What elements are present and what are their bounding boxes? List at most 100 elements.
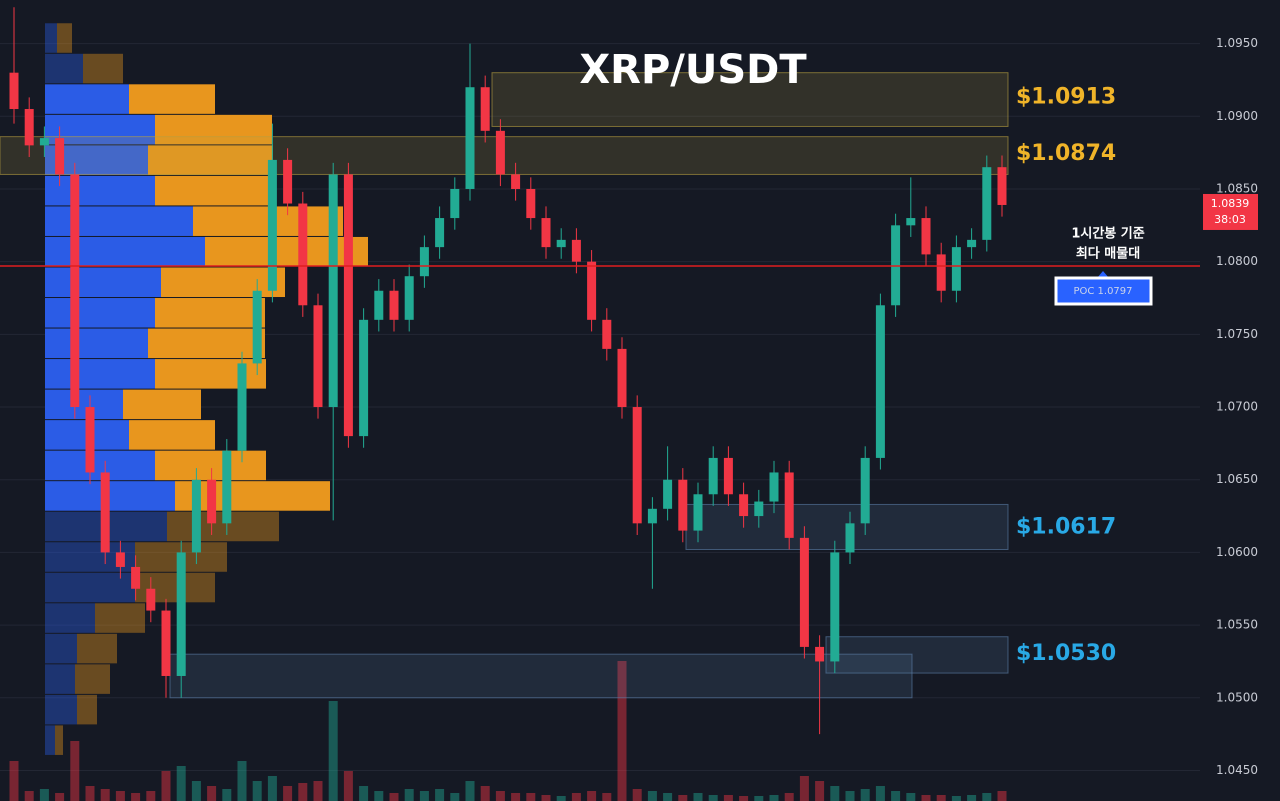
profile-buy [45,53,83,84]
volume-bar [252,781,262,801]
candle-body [708,457,718,495]
profile-sell [77,633,117,664]
volume-bar [115,791,125,801]
volume-bar [571,793,581,801]
y-tick-label: 1.0450 [1216,763,1258,777]
profile-sell [155,359,266,389]
profile-buy [45,664,75,694]
poc-label: POC 1.0797 [1073,286,1132,297]
volume-bar [85,786,95,801]
candle-body [359,319,369,437]
volume-bar [875,786,885,801]
y-tick-label: 1.0950 [1216,36,1258,50]
candle-body [100,472,110,553]
volume-bar [207,786,217,801]
zone-label: $1.0913 [1016,84,1116,109]
profile-sell [77,694,97,725]
volume-bar [693,793,703,801]
volume-bar [663,793,673,801]
profile-sell [148,145,273,175]
profile-buy [45,267,161,298]
zone [169,653,913,699]
candle-body [115,552,125,567]
volume-bar [24,791,34,801]
candle-body [495,130,505,175]
candle-body [967,239,977,248]
candle-body [526,188,536,219]
candle-body [617,348,627,408]
volume-bar [799,776,809,801]
volume-bar [739,796,749,801]
volume-bar [100,789,110,801]
y-tick-label: 1.0500 [1216,690,1258,704]
candle-body [723,457,733,495]
profile-buy [45,450,155,481]
annotation: 1시간봉 기준 [1071,226,1144,242]
candle-body [511,174,521,189]
zone-label: $1.0874 [1016,141,1116,166]
volume-bar [191,781,201,801]
candle-body [374,290,384,320]
candle-body [587,261,597,320]
candle-body [845,523,855,553]
y-tick-label: 1.0700 [1216,400,1258,414]
volume-bar [343,771,353,801]
candle-body [556,239,566,248]
countdown: 38:03 [1214,213,1246,226]
candle-body [450,188,460,219]
candle-body [678,479,688,531]
y-tick-label: 1.0750 [1216,327,1258,341]
annotation: 최다 매물대 [1076,246,1140,262]
volume-bar [511,793,521,801]
profile-buy [45,694,77,725]
volume-bar [146,791,156,801]
volume-bar [176,766,186,801]
volume-bar [632,789,642,801]
volume-bar [815,781,825,801]
candle-body [663,479,673,509]
candle-body [283,159,293,204]
profile-buy [45,481,175,511]
profile-buy [45,298,155,328]
volume-bar [754,796,764,801]
poc-pointer [1097,271,1109,278]
profile-sell [205,236,368,267]
candle-body [161,610,171,676]
candle-body [754,501,764,517]
candle-body [693,494,703,531]
candle-body [313,305,323,408]
volume-bar [708,795,718,801]
candle-body [207,479,217,524]
volume-bar [237,761,247,801]
volume-bar [997,791,1007,801]
profile-buy [45,23,57,53]
profile-sell [95,603,145,633]
candle-body [921,218,931,255]
candle-body [860,457,870,524]
y-tick-label: 1.0600 [1216,545,1258,559]
candle-body [39,138,49,146]
chart-title: XRP/USDT [579,47,807,93]
volume-bar [769,795,779,801]
profile-sell [129,84,215,114]
y-tick-label: 1.0900 [1216,109,1258,123]
zone [491,72,1009,127]
volume-bar [359,786,369,801]
volume-bar [55,793,65,801]
volume-bar [70,741,80,801]
volume-bar [9,761,19,801]
candle-body [541,218,551,248]
volume-bar [161,771,171,801]
volume-bar [967,795,977,801]
candle-body [982,167,992,240]
candle-body [252,290,262,364]
volume-bar [541,795,551,801]
zone-label: $1.0617 [1016,515,1116,540]
volume-bar [495,791,505,801]
candle-body [328,174,338,408]
candle-body [769,472,779,502]
volume-bar [465,781,475,801]
candle-body [906,218,916,226]
